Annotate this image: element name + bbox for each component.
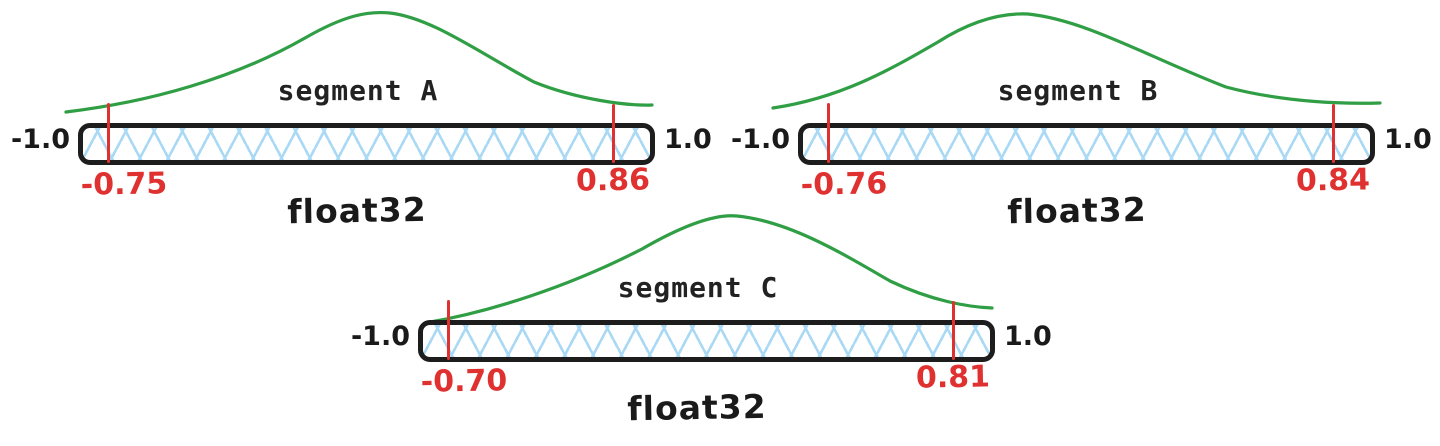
min-marker-line <box>447 300 450 360</box>
max-marker-line <box>952 301 955 360</box>
distribution-curve <box>64 10 654 114</box>
max-marker-line <box>1332 104 1335 163</box>
float32-range-bar <box>418 320 995 362</box>
panel-segment-b: segment B -1.0 1.0 -0.76 0.84 float32 <box>720 0 1440 249</box>
observed-max-label: 0.81 <box>915 359 991 396</box>
panel-segment-c: segment C -1.0 1.0 -0.70 0.81 float32 <box>340 197 1060 446</box>
axis-max-label: 1.0 <box>664 124 712 155</box>
observed-max-label: 0.84 <box>1295 162 1371 199</box>
dtype-label: float32 <box>627 386 767 429</box>
panel-title: segment C <box>617 271 779 304</box>
axis-max-label: 1.0 <box>1004 321 1052 352</box>
axis-min-label: -1.0 <box>350 321 410 352</box>
panel-segment-a: segment A -1.0 1.0 -0.75 0.86 float32 <box>0 0 720 249</box>
distribution-curve <box>771 12 1382 110</box>
axis-min-label: -1.0 <box>10 124 70 155</box>
observed-max-label: 0.86 <box>575 162 651 199</box>
observed-min-label: -0.70 <box>420 363 508 400</box>
min-marker-line <box>107 103 110 163</box>
float32-range-bar <box>78 123 655 165</box>
axis-min-label: -1.0 <box>730 124 790 155</box>
distribution-curve <box>423 214 994 325</box>
panel-title: segment A <box>277 74 439 107</box>
axis-max-label: 1.0 <box>1384 124 1432 155</box>
panel-title: segment B <box>997 74 1159 107</box>
observed-min-label: -0.75 <box>80 166 168 203</box>
max-marker-line <box>612 104 615 163</box>
min-marker-line <box>827 103 830 163</box>
float32-range-bar <box>798 123 1375 165</box>
